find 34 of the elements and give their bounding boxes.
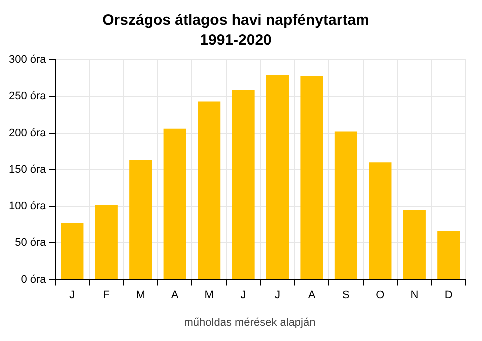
x-tick-label: J bbox=[275, 289, 281, 302]
y-tick-label: 200 óra bbox=[8, 127, 48, 140]
y-tick-label: 250 óra bbox=[8, 90, 48, 103]
x-tick-label: J bbox=[240, 289, 246, 302]
x-tick-label: D bbox=[444, 289, 453, 302]
x-tick-label: M bbox=[136, 289, 146, 302]
y-tick-label: 0 óra bbox=[21, 274, 48, 286]
y-tick-label: 50 óra bbox=[15, 237, 48, 250]
bar bbox=[403, 210, 426, 280]
x-tick-label: S bbox=[342, 289, 350, 302]
bar bbox=[130, 160, 152, 280]
chart-title: Országos átlagos havi napfénytartam bbox=[102, 12, 370, 30]
bar bbox=[369, 162, 392, 280]
bar bbox=[334, 132, 358, 280]
text: műholdas mérések alapján bbox=[184, 317, 316, 330]
y-tick-label: 300 óra bbox=[8, 54, 48, 66]
bar bbox=[300, 76, 324, 280]
bar bbox=[164, 128, 186, 280]
chart-subtitle: 1991-2020 bbox=[200, 32, 272, 50]
bar bbox=[198, 102, 221, 280]
x-tick-label: J bbox=[70, 289, 76, 302]
bar bbox=[95, 205, 118, 280]
bar bbox=[438, 231, 460, 280]
x-tick-label: N bbox=[410, 289, 419, 302]
x-tick-label: O bbox=[376, 289, 386, 302]
bar bbox=[61, 223, 84, 280]
bar bbox=[266, 75, 290, 280]
x-tick-label: F bbox=[103, 289, 110, 302]
bar bbox=[232, 90, 255, 280]
x-tick-label: M bbox=[204, 289, 214, 302]
y-tick-label: 150 óra bbox=[8, 164, 48, 176]
x-tick-label: A bbox=[171, 289, 180, 302]
y-tick-label: 100 óra bbox=[8, 200, 48, 213]
x-tick-label: A bbox=[308, 289, 316, 302]
